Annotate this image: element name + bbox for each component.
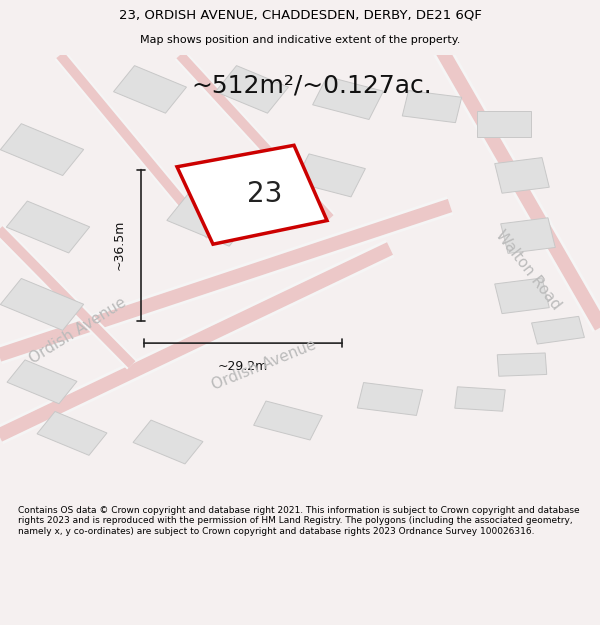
Text: Contains OS data © Crown copyright and database right 2021. This information is : Contains OS data © Crown copyright and d… — [18, 506, 580, 536]
Polygon shape — [497, 353, 547, 376]
Text: ~512m²/~0.127ac.: ~512m²/~0.127ac. — [191, 73, 433, 97]
Polygon shape — [1, 279, 83, 331]
Text: Ordish Avenue: Ordish Avenue — [27, 294, 129, 366]
Polygon shape — [532, 316, 584, 344]
Polygon shape — [402, 91, 462, 123]
Polygon shape — [501, 217, 555, 253]
Polygon shape — [177, 145, 327, 244]
Polygon shape — [37, 411, 107, 456]
Text: ~36.5m: ~36.5m — [113, 220, 126, 271]
Polygon shape — [7, 201, 89, 253]
Polygon shape — [358, 382, 422, 416]
Polygon shape — [477, 111, 531, 137]
Polygon shape — [167, 191, 253, 246]
Polygon shape — [313, 76, 383, 119]
Text: 23, ORDISH AVENUE, CHADDESDEN, DERBY, DE21 6QF: 23, ORDISH AVENUE, CHADDESDEN, DERBY, DE… — [119, 9, 481, 22]
Text: Walton Road: Walton Road — [493, 228, 563, 312]
Text: ~29.2m: ~29.2m — [218, 360, 268, 373]
Polygon shape — [113, 66, 187, 113]
Polygon shape — [215, 66, 289, 113]
Text: Map shows position and indicative extent of the property.: Map shows position and indicative extent… — [140, 34, 460, 44]
Polygon shape — [1, 124, 83, 176]
Polygon shape — [455, 387, 505, 411]
Polygon shape — [254, 401, 322, 440]
FancyBboxPatch shape — [0, 55, 600, 485]
Polygon shape — [7, 360, 77, 404]
Polygon shape — [295, 154, 365, 197]
Text: 23: 23 — [247, 180, 283, 208]
Polygon shape — [495, 278, 549, 314]
Text: Ordish Avenue: Ordish Avenue — [209, 337, 319, 392]
Polygon shape — [495, 158, 549, 193]
Polygon shape — [133, 420, 203, 464]
